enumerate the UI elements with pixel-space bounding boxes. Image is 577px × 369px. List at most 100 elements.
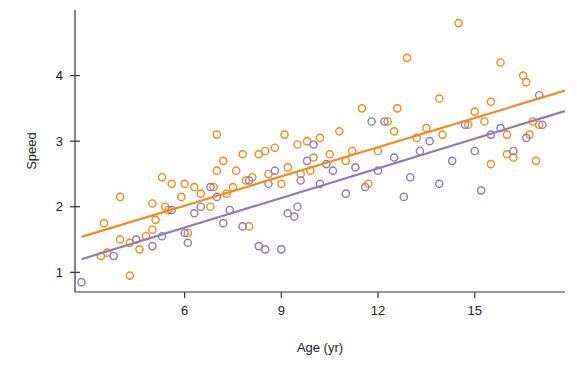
- scatter-point: [207, 183, 214, 190]
- scatter-point: [178, 193, 185, 200]
- scatter-point: [100, 220, 107, 227]
- scatter-point: [239, 151, 246, 158]
- scatter-point: [126, 272, 133, 279]
- scatter-point: [191, 183, 198, 190]
- scatter-point: [381, 118, 388, 125]
- scatter-point: [391, 154, 398, 161]
- scatter-point: [213, 131, 220, 138]
- scatter-point: [152, 216, 159, 223]
- scatter-point: [310, 141, 317, 148]
- scatter-point: [523, 134, 530, 141]
- scatter-point: [497, 59, 504, 66]
- scatter-point: [523, 79, 530, 86]
- scatter-point: [117, 193, 124, 200]
- scatter-point: [449, 157, 456, 164]
- scatter-point: [197, 190, 204, 197]
- scatter-point: [400, 193, 407, 200]
- scatter-point: [329, 167, 336, 174]
- scatter-point: [239, 223, 246, 230]
- y-tick-label: 3: [56, 134, 63, 149]
- scatter-point: [471, 147, 478, 154]
- scatter-point: [407, 174, 414, 181]
- scatter-point: [503, 131, 510, 138]
- scatter-point: [149, 200, 156, 207]
- scatter-point: [436, 180, 443, 187]
- scatter-point: [316, 134, 323, 141]
- scatter-point: [336, 128, 343, 135]
- scatter-point: [181, 229, 188, 236]
- scatter-point: [352, 164, 359, 171]
- y-tick-label: 4: [56, 68, 63, 83]
- scatter-point: [197, 203, 204, 210]
- y-tick: [70, 206, 80, 207]
- scatter-point: [278, 180, 285, 187]
- scatter-point: [510, 147, 517, 154]
- fit-line: [81, 91, 565, 237]
- scatter-point: [471, 108, 478, 115]
- scatter-point: [213, 167, 220, 174]
- scatter-point: [481, 118, 488, 125]
- x-tick: [184, 292, 185, 298]
- scatter-point: [284, 164, 291, 171]
- scatter-point: [342, 190, 349, 197]
- scatter-point: [117, 236, 124, 243]
- scatter-point: [262, 246, 269, 253]
- y-tick: [70, 272, 80, 273]
- scatter-point: [403, 54, 410, 61]
- plot-area: [78, 20, 565, 286]
- scatter-point: [539, 121, 546, 128]
- scatter-point: [294, 141, 301, 148]
- scatter-point: [149, 242, 156, 249]
- scatter-point: [233, 167, 240, 174]
- scatter-point: [262, 147, 269, 154]
- scatter-point: [291, 213, 298, 220]
- scatter-point: [271, 144, 278, 151]
- scatter-point: [487, 161, 494, 168]
- x-tick: [474, 292, 475, 298]
- scatter-point: [358, 105, 365, 112]
- scatter-point: [368, 118, 375, 125]
- scatter-point: [158, 174, 165, 181]
- y-tick: [70, 141, 80, 142]
- scatter-point: [423, 124, 430, 131]
- x-tick: [377, 292, 378, 298]
- scatter-point: [149, 226, 156, 233]
- scatter-point: [304, 157, 311, 164]
- scatter-point: [478, 187, 485, 194]
- scatter-point: [487, 98, 494, 105]
- scatter-point: [426, 138, 433, 145]
- scatter-point: [245, 177, 252, 184]
- x-tick-label: 15: [468, 303, 482, 318]
- x-tick-label: 12: [371, 303, 385, 318]
- scatter-point: [294, 203, 301, 210]
- y-tick-label: 2: [56, 199, 63, 214]
- x-tick: [281, 292, 282, 298]
- scatter-point: [220, 157, 227, 164]
- scatter-point: [207, 203, 214, 210]
- scatter-point: [455, 20, 462, 27]
- scatter-point: [532, 157, 539, 164]
- scatter-point: [436, 95, 443, 102]
- scatter-point: [110, 252, 117, 259]
- scatter-point: [391, 128, 398, 135]
- scatter-point: [439, 131, 446, 138]
- scatter-point: [220, 220, 227, 227]
- fit-line: [81, 111, 565, 259]
- scatter-point: [326, 151, 333, 158]
- scatter-point: [191, 210, 198, 217]
- x-tick-label: 6: [181, 303, 188, 318]
- scatter-point: [181, 180, 188, 187]
- scatter-point: [416, 147, 423, 154]
- scatter-point: [78, 279, 85, 286]
- y-tick: [70, 75, 80, 76]
- x-axis-label: Age (yr): [297, 340, 343, 355]
- x-axis: [75, 291, 565, 292]
- scatter-point: [168, 180, 175, 187]
- y-axis-label: Speed: [24, 132, 39, 170]
- scatter-point: [184, 239, 191, 246]
- scatter-point: [362, 183, 369, 190]
- scatter-point: [136, 246, 143, 253]
- scatter-point: [394, 105, 401, 112]
- y-axis: [74, 10, 75, 292]
- scatter-point: [281, 131, 288, 138]
